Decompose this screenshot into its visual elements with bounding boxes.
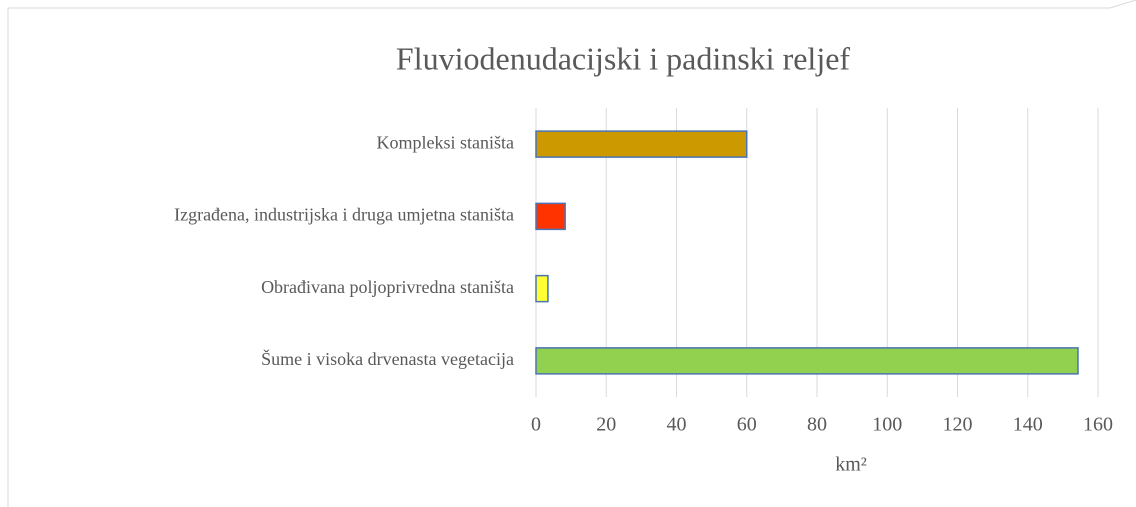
x-tick-label: 80 — [807, 414, 827, 436]
x-tick-label: 160 — [1083, 414, 1113, 436]
x-tick-label: 120 — [943, 414, 973, 436]
x-tick-label: 40 — [667, 414, 687, 436]
y-tick-label: Kompleksi staništa — [377, 132, 515, 152]
y-tick-label: Obrađivana poljoprivredna staništa — [261, 277, 514, 297]
x-tick-label: 20 — [596, 414, 616, 436]
bar — [535, 274, 549, 303]
x-tick-label: 100 — [872, 414, 902, 436]
frame — [7, 0, 1136, 507]
bar — [535, 130, 748, 158]
bar — [535, 202, 566, 231]
x-axis-title: km² — [835, 454, 867, 476]
x-tick-label: 140 — [1013, 414, 1043, 436]
bar — [535, 347, 1079, 375]
x-tick-label: 60 — [737, 414, 757, 436]
y-tick-label: Šume i visoka drvenasta vegetacija — [261, 348, 514, 369]
x-tick-label: 0 — [531, 414, 541, 436]
chart-title: Fluviodenudacijski i padinski reljef — [396, 40, 850, 76]
y-tick-label: Izgrađena, industrijska i druga umjetna … — [174, 205, 514, 225]
